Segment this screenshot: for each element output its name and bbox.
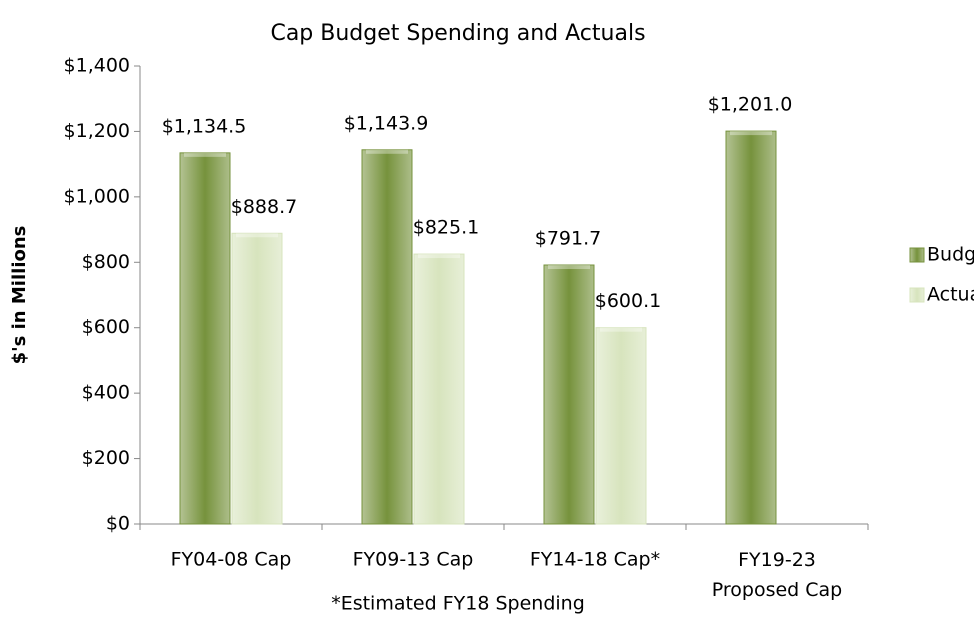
bar — [361, 149, 413, 525]
x-tick-label: FY19-23 Proposed Cap — [712, 549, 843, 601]
bar — [179, 152, 231, 525]
x-tick-label: FY14-18 Cap* — [530, 549, 660, 571]
data-label: $1,134.5 — [162, 115, 247, 137]
y-tick-label: $1,400 — [64, 55, 130, 77]
y-tick-label: $200 — [82, 447, 130, 469]
bar — [725, 130, 777, 525]
data-label: $888.7 — [231, 196, 297, 218]
bar-bevel — [236, 233, 278, 238]
annotation: *Estimated FY18 Spending — [331, 593, 585, 615]
bar-bevel — [548, 265, 590, 270]
bar-bevel — [184, 152, 226, 157]
y-tick-label: $400 — [82, 382, 130, 404]
legend-label: Actuals — [927, 284, 974, 306]
data-label: $1,201.0 — [708, 94, 793, 116]
data-label: $1,143.9 — [344, 112, 429, 134]
bar — [231, 232, 283, 525]
bar — [413, 253, 465, 525]
y-tick-label: $1,000 — [64, 185, 130, 207]
y-tick-label: $600 — [82, 316, 130, 338]
x-tick-label: FY04-08 Cap — [171, 549, 292, 571]
y-tick-label: $0 — [106, 513, 130, 535]
x-tick-label: FY09-13 Cap — [353, 549, 474, 571]
bar — [543, 264, 595, 525]
bar-bevel — [418, 254, 460, 259]
bar-bevel — [600, 327, 642, 332]
y-axis-title: $'s in Millions — [9, 226, 30, 365]
data-label: $825.1 — [413, 217, 479, 239]
y-tick-label: $1,200 — [64, 120, 130, 142]
bar — [595, 327, 647, 525]
data-label: $791.7 — [535, 228, 601, 250]
data-label: $600.1 — [595, 290, 661, 312]
legend-swatch — [909, 287, 925, 303]
bar-bevel — [366, 149, 408, 154]
legend-label: Budget — [927, 244, 974, 266]
chart-title: Cap Budget Spending and Actuals — [270, 21, 645, 46]
legend-swatch — [909, 247, 925, 263]
bar-bevel — [730, 131, 772, 136]
y-tick-label: $800 — [82, 251, 130, 273]
